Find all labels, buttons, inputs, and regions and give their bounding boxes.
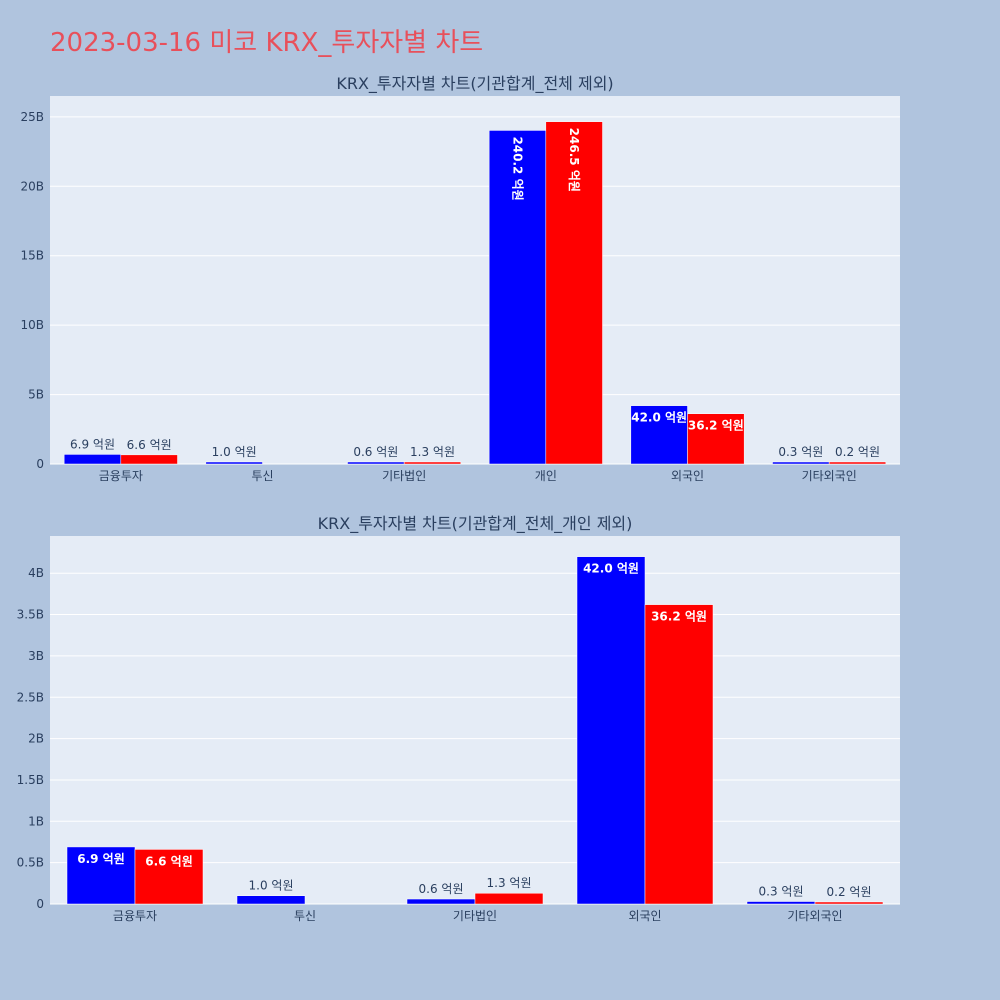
x-tick-label: 개인 <box>535 469 557 483</box>
x-tick-label: 기타외국인 <box>802 469 857 483</box>
data-label: 0.2 억원 <box>827 885 872 899</box>
data-label: 0.6 억원 <box>353 445 398 459</box>
bar-red[interactable] <box>687 413 745 465</box>
x-tick-label: 투신 <box>251 469 273 483</box>
chart-investor-excl-individual: KRX_투자자별 차트(기관합계_전체_개인 제외) 0 0.5B 1B 1.5B 2B 2… <box>17 514 900 923</box>
y-tick-label: 4B <box>28 566 44 580</box>
bar-red[interactable] <box>134 849 204 905</box>
x-tick-label: 외국인 <box>671 469 704 483</box>
data-label: 6.9 억원 <box>70 437 115 451</box>
y-tick-label: 3.5B <box>17 608 44 622</box>
data-label: 246.5 억원 <box>567 128 581 192</box>
data-label: 36.2 억원 <box>688 419 744 433</box>
data-label: 240.2 억원 <box>511 136 525 200</box>
bar-red[interactable] <box>644 604 714 905</box>
bar-blue[interactable] <box>236 895 306 905</box>
x-tick-label: 기타외국인 <box>787 909 842 923</box>
data-label: 6.6 억원 <box>145 854 193 868</box>
y-tick-label: 5B <box>28 388 44 402</box>
x-tick-label: 외국인 <box>628 909 661 923</box>
data-label: 6.9 억원 <box>77 852 125 866</box>
x-tick-label: 투신 <box>294 909 316 923</box>
data-label: 0.3 억원 <box>759 885 804 899</box>
y-tick-label: 3B <box>28 649 44 663</box>
bar-blue[interactable] <box>63 454 122 465</box>
y-tick-label: 25B <box>20 110 44 124</box>
page-title: 2023-03-16 미코 KRX_투자자별 차트 <box>50 28 484 58</box>
data-label: 42.0 억원 <box>583 562 639 576</box>
y-tick-label: 10B <box>20 318 44 332</box>
x-tick-label: 기타법인 <box>382 469 426 483</box>
bar-blue[interactable] <box>772 461 830 465</box>
bar-red[interactable] <box>474 892 544 905</box>
data-label: 42.0 억원 <box>631 411 687 425</box>
y-tick-label: 20B <box>20 179 44 193</box>
bar-red[interactable] <box>814 901 884 905</box>
y-tick-label: 0 <box>36 897 44 911</box>
plot-area <box>50 536 900 904</box>
bar-red[interactable] <box>120 454 178 465</box>
y-tick-label: 0 <box>36 457 44 471</box>
data-label: 1.3 억원 <box>410 445 455 459</box>
bar-blue[interactable] <box>576 556 646 905</box>
y-tick-label: 15B <box>20 249 44 263</box>
x-tick-label: 금융투자 <box>99 469 143 483</box>
chart-title: KRX_투자자별 차트(기관합계_전체 제외) <box>336 74 613 94</box>
bar-blue[interactable] <box>488 130 547 465</box>
data-label: 6.6 억원 <box>127 438 172 452</box>
chart-title: KRX_투자자별 차트(기관합계_전체_개인 제외) <box>318 514 633 534</box>
bar-blue[interactable] <box>406 898 476 905</box>
y-tick-label: 2B <box>28 732 44 746</box>
chart-investor-all: KRX_투자자별 차트(기관합계_전체 제외) 0 5B 10B 15B 20B 25B 금융… <box>20 74 900 483</box>
y-tick-label: 2.5B <box>17 690 44 704</box>
bar-red[interactable] <box>403 461 462 465</box>
bar-blue[interactable] <box>205 461 263 465</box>
data-label: 0.6 억원 <box>419 882 464 896</box>
plot-area <box>50 96 900 464</box>
y-tick-label: 1B <box>28 814 44 828</box>
x-tick-label: 금융투자 <box>113 909 157 923</box>
y-tick-label: 0.5B <box>17 856 44 870</box>
x-tick-label: 기타법인 <box>453 909 497 923</box>
y-tick-label: 1.5B <box>17 773 44 787</box>
bar-blue[interactable] <box>630 405 688 465</box>
data-label: 0.3 억원 <box>778 445 823 459</box>
bar-red[interactable] <box>545 121 603 465</box>
data-label: 0.2 억원 <box>835 445 880 459</box>
bar-blue[interactable] <box>66 846 136 905</box>
bar-red[interactable] <box>828 461 887 465</box>
data-label: 36.2 억원 <box>651 610 707 624</box>
data-label: 1.0 억원 <box>212 445 257 459</box>
bar-blue[interactable] <box>347 461 405 465</box>
bar-blue[interactable] <box>746 901 816 905</box>
data-label: 1.3 억원 <box>487 876 532 890</box>
data-label: 1.0 억원 <box>249 879 294 893</box>
